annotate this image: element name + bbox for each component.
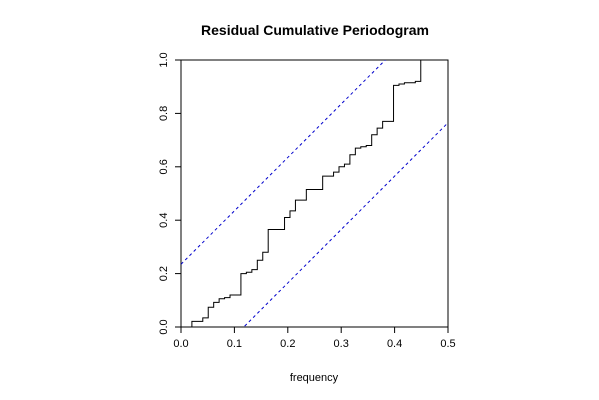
lower-bound-line [243,122,448,327]
y-tick-label: 0.4 [158,213,170,228]
x-tick-label: 0.5 [440,338,455,350]
x-tick-label: 0.1 [227,338,242,350]
chart-title: Residual Cumulative Periodogram [201,22,429,38]
y-tick-label: 0.0 [158,319,170,334]
x-tick-label: 0.2 [280,338,295,350]
upper-bound-line [181,60,386,265]
y-tick-label: 0.6 [158,159,170,174]
x-axis-label: frequency [290,372,339,384]
y-tick-label: 0.2 [158,266,170,281]
x-tick-label: 0.0 [173,338,188,350]
y-tick-label: 0.8 [158,106,170,121]
y-tick-label: 1.0 [158,52,170,67]
plot-frame [180,59,449,328]
y-axis: 0.0 0.2 0.4 0.6 0.8 1.0 [158,52,181,335]
series-layer [181,60,448,327]
x-tick-label: 0.3 [334,338,349,350]
cumulative-periodogram-line [181,60,448,327]
x-axis: 0.0 0.1 0.2 0.3 0.4 0.5 [173,327,456,350]
x-tick-label: 0.4 [387,338,402,350]
